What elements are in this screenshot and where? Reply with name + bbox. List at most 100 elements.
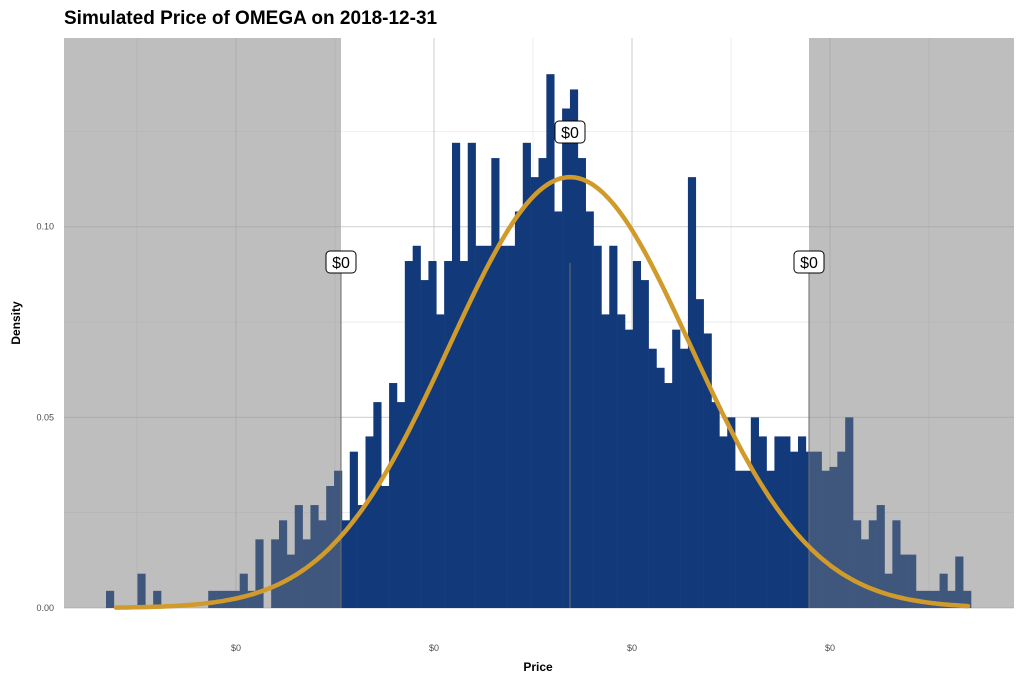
histogram-bar [514, 211, 524, 608]
histogram-bar [428, 261, 437, 608]
histogram-bar [546, 74, 555, 609]
histogram-bar [837, 451, 846, 608]
histogram-bar [373, 402, 382, 608]
histogram-bar [106, 590, 115, 608]
quantile-lines [340, 262, 810, 608]
histogram-bar [625, 329, 634, 608]
histogram-bar [687, 177, 697, 608]
callout-label: $0 [800, 255, 818, 272]
y-axis-title: Density [9, 301, 23, 345]
y-tick-label: 0.00 [36, 603, 54, 613]
histogram-bar [900, 554, 909, 608]
histogram-bar [609, 245, 618, 608]
histogram-bar [538, 158, 547, 608]
histogram-bar [727, 417, 736, 608]
histogram-bar [860, 539, 870, 608]
histogram-bar [279, 520, 288, 608]
histogram-bar [664, 383, 673, 608]
histogram-bar [711, 402, 720, 608]
histogram-bar [680, 348, 689, 608]
histogram-bar [766, 470, 775, 608]
axis-ticks: $0 $0 $0 $0 0.00 0.05 0.10 [36, 222, 835, 653]
histogram-bar [876, 505, 885, 608]
histogram-bar [758, 436, 767, 608]
callout-box [325, 250, 357, 274]
histogram-bar [735, 470, 744, 608]
histogram-bar [695, 299, 704, 608]
x-tick-label: $0 [231, 643, 241, 653]
histogram-bar [798, 436, 807, 608]
x-tick-label: $0 [627, 643, 637, 653]
histogram-bar [153, 590, 162, 608]
histogram-bar [601, 314, 610, 608]
histogram-bar [577, 158, 586, 608]
histogram-bar [947, 590, 956, 608]
histogram-bar [467, 142, 476, 608]
x-tick-label: $0 [825, 643, 835, 653]
histogram-bar [522, 142, 531, 608]
histogram-bar [813, 451, 822, 608]
histogram-bar [640, 280, 649, 608]
callout-box [554, 120, 586, 144]
histogram-bar [569, 89, 579, 609]
histogram-bar [554, 211, 563, 608]
chart-title: Simulated Price of OMEGA on 2018-12-31 [64, 8, 438, 29]
histogram-bar [420, 280, 429, 608]
histogram-bar [444, 261, 453, 608]
histogram-bar [593, 245, 602, 608]
histogram-bar [750, 417, 759, 608]
histogram-bar [939, 573, 948, 608]
histogram-bar [436, 314, 445, 608]
callout-label: $0 [561, 125, 579, 142]
callout-label: $0 [332, 255, 350, 272]
y-tick-label: 0.10 [36, 222, 54, 232]
histogram-bar [271, 539, 280, 608]
histogram-bar [632, 261, 642, 608]
histogram-bar [719, 436, 728, 608]
histogram-bar [703, 333, 712, 608]
histogram-bar [648, 348, 657, 608]
histogram-bar [562, 108, 571, 608]
shaded-region-right [809, 38, 1014, 608]
histogram-bar [294, 505, 303, 608]
histogram-bar [908, 554, 917, 608]
histogram-bar [491, 158, 500, 608]
histogram-bar [884, 573, 893, 608]
histogram-bar [349, 451, 358, 608]
histogram-bar [931, 590, 940, 608]
histogram-bar [357, 505, 366, 608]
histogram-bar [396, 402, 406, 608]
histogram-bar [805, 451, 815, 608]
histogram-bar [302, 539, 311, 608]
histogram-bar [853, 520, 862, 608]
histogram-bar [955, 556, 964, 608]
histogram-bar [923, 590, 932, 608]
histogram-bar [389, 383, 398, 608]
histogram-bar [452, 142, 461, 608]
histogram-bar [381, 485, 390, 608]
shaded-region-left [64, 38, 341, 608]
histogram-bar [239, 573, 248, 608]
histogram-bar [318, 520, 327, 608]
histogram-bar [774, 436, 783, 608]
histogram-bar [255, 539, 264, 608]
histogram-bar [742, 470, 752, 608]
x-axis-title: Price [523, 660, 553, 674]
histogram-bar [821, 470, 830, 608]
histogram-bar [617, 314, 626, 608]
histogram-bar [892, 520, 901, 608]
histogram-bar [530, 177, 539, 608]
histogram-bar [475, 245, 484, 608]
histogram-bar [341, 520, 351, 608]
histogram-bar [412, 245, 421, 608]
histogram-bar [365, 436, 374, 608]
histogram-bar [656, 367, 665, 608]
histogram-bar [247, 590, 256, 608]
x-tick-label: $0 [429, 643, 439, 653]
histogram-bar [310, 505, 319, 608]
density-curve [113, 174, 971, 610]
histogram-bar [963, 590, 972, 608]
histogram-bar [868, 520, 877, 608]
histogram-bar [459, 261, 469, 608]
